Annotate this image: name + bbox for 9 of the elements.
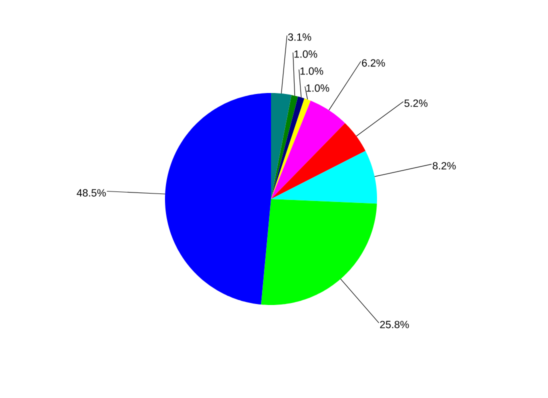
data-label: 25.8%: [380, 320, 409, 328]
data-label: 6.2%: [362, 59, 385, 67]
data-label: 1.0%: [306, 84, 330, 92]
data-label: 5.2%: [404, 99, 428, 107]
data-label: 1.0%: [294, 50, 318, 58]
data-label: 1.0%: [300, 67, 324, 75]
data-label: 48.5%: [76, 189, 106, 197]
data-label: 8.2%: [432, 162, 456, 170]
data-label: 3.1%: [288, 33, 312, 41]
